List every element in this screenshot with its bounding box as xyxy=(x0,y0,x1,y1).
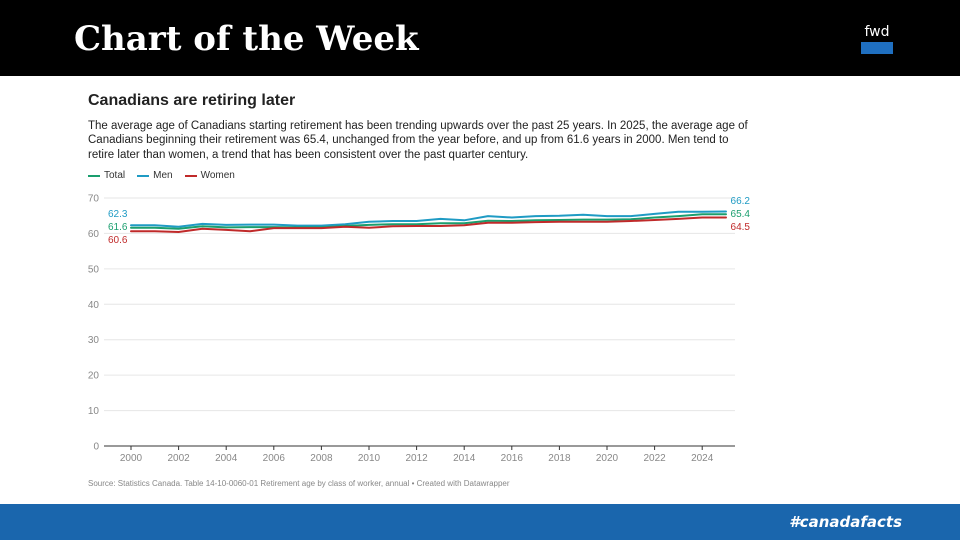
x-tick-label-2018: 2018 xyxy=(548,453,571,464)
legend-label-women: Women xyxy=(200,170,235,181)
legend-label-total: Total xyxy=(104,170,126,181)
x-tick-label-2012: 2012 xyxy=(405,453,428,464)
line-chart: 0 10 20 30 40 50 60 70 2000 2002 2004 2006 2008 2010 2… xyxy=(88,194,751,465)
chart-description: The average age of Canadians starting re… xyxy=(88,120,748,161)
legend-item-total: Total xyxy=(88,170,125,182)
start-label-men: 62.3 xyxy=(108,209,128,220)
legend-swatch-total xyxy=(88,174,100,178)
end-label-women: 64.5 xyxy=(731,222,751,233)
header-bar: Chart of the Week fwd xyxy=(0,0,960,76)
chart-title: Canadians are retiring later xyxy=(88,92,296,109)
y-tick-label-20: 20 xyxy=(88,371,100,382)
hashtag-label: #canadafacts xyxy=(789,513,902,531)
start-label-total: 61.6 xyxy=(108,222,128,233)
x-tick-label-2016: 2016 xyxy=(501,453,524,464)
x-tick-label-2008: 2008 xyxy=(310,453,333,464)
x-tick-label-2000: 2000 xyxy=(120,453,143,464)
x-tick-label-2010: 2010 xyxy=(358,453,381,464)
fwd-logo: fwd xyxy=(861,24,893,54)
legend-item-women: Women xyxy=(184,170,235,182)
start-label-women: 60.6 xyxy=(108,235,128,246)
series-line-total xyxy=(130,213,727,230)
x-tick-label-2022: 2022 xyxy=(643,453,666,464)
legend-swatch-men xyxy=(137,174,150,178)
series-line-women xyxy=(130,216,727,233)
page-title: Chart of the Week xyxy=(74,19,419,59)
legend-item-men: Men xyxy=(137,170,173,182)
y-tick-label-10: 10 xyxy=(88,406,100,417)
logo-text: fwd xyxy=(864,24,890,40)
footer-bar: #canadafacts xyxy=(0,504,960,540)
legend-label-men: Men xyxy=(153,170,173,181)
end-label-men: 66.2 xyxy=(731,196,751,207)
legend-swatch-women xyxy=(184,174,197,178)
end-label-total: 65.4 xyxy=(731,209,751,220)
y-tick-label-50: 50 xyxy=(88,264,100,275)
y-tick-label-40: 40 xyxy=(88,300,100,311)
logo-bar xyxy=(861,42,893,54)
chart-source: Source: Statistics Canada. Table 14-10-0… xyxy=(88,479,510,488)
series-line-men xyxy=(130,210,727,228)
x-tick-label-2006: 2006 xyxy=(263,453,286,464)
y-tick-label-60: 60 xyxy=(88,229,100,240)
x-tick-label-2002: 2002 xyxy=(167,453,190,464)
chart-legend: Total Men Women xyxy=(88,170,235,182)
y-tick-label-70: 70 xyxy=(88,194,100,205)
y-tick-label-30: 30 xyxy=(88,335,100,346)
y-tick-label-0: 0 xyxy=(93,442,99,453)
x-tick-label-2020: 2020 xyxy=(596,453,619,464)
x-tick-label-2024: 2024 xyxy=(691,453,714,464)
x-tick-label-2014: 2014 xyxy=(453,453,476,464)
x-tick-label-2004: 2004 xyxy=(215,453,238,464)
